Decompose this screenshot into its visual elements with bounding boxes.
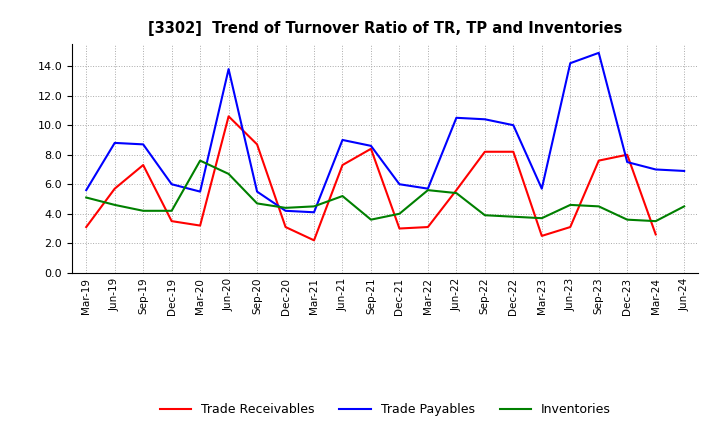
Inventories <box>537 216 546 221</box>
Trade Payables <box>537 186 546 191</box>
Trade Payables <box>680 169 688 174</box>
Trade Receivables <box>452 187 461 193</box>
Inventories <box>167 208 176 213</box>
Inventories <box>680 204 688 209</box>
Trade Payables <box>225 66 233 72</box>
Trade Receivables <box>139 162 148 168</box>
Line: Trade Payables: Trade Payables <box>86 53 684 212</box>
Inventories <box>253 201 261 206</box>
Trade Receivables <box>225 114 233 119</box>
Trade Receivables <box>566 224 575 230</box>
Trade Receivables <box>652 232 660 237</box>
Trade Payables <box>395 182 404 187</box>
Trade Payables <box>282 208 290 213</box>
Trade Payables <box>623 159 631 165</box>
Trade Payables <box>595 50 603 55</box>
Inventories <box>310 204 318 209</box>
Trade Payables <box>509 123 518 128</box>
Trade Receivables <box>509 149 518 154</box>
Inventories <box>139 208 148 213</box>
Inventories <box>452 191 461 196</box>
Trade Receivables <box>366 146 375 151</box>
Trade Payables <box>253 189 261 194</box>
Trade Receivables <box>82 224 91 230</box>
Trade Receivables <box>338 162 347 168</box>
Trade Payables <box>82 187 91 193</box>
Trade Payables <box>566 61 575 66</box>
Inventories <box>509 214 518 220</box>
Trade Receivables <box>167 219 176 224</box>
Trade Receivables <box>282 224 290 230</box>
Inventories <box>338 194 347 199</box>
Inventories <box>110 202 119 208</box>
Trade Payables <box>110 140 119 146</box>
Trade Receivables <box>537 233 546 238</box>
Inventories <box>395 211 404 216</box>
Trade Payables <box>139 142 148 147</box>
Trade Payables <box>167 182 176 187</box>
Trade Receivables <box>196 223 204 228</box>
Line: Trade Receivables: Trade Receivables <box>86 116 656 240</box>
Trade Payables <box>196 189 204 194</box>
Inventories <box>423 187 432 193</box>
Trade Payables <box>452 115 461 121</box>
Inventories <box>480 213 489 218</box>
Legend: Trade Receivables, Trade Payables, Inventories: Trade Receivables, Trade Payables, Inven… <box>155 398 616 421</box>
Inventories <box>595 204 603 209</box>
Trade Payables <box>338 137 347 143</box>
Inventories <box>366 217 375 222</box>
Inventories <box>623 217 631 222</box>
Trade Payables <box>366 143 375 148</box>
Title: [3302]  Trend of Turnover Ratio of TR, TP and Inventories: [3302] Trend of Turnover Ratio of TR, TP… <box>148 21 622 36</box>
Inventories <box>566 202 575 208</box>
Inventories <box>652 219 660 224</box>
Trade Receivables <box>395 226 404 231</box>
Trade Receivables <box>310 238 318 243</box>
Inventories <box>196 158 204 163</box>
Trade Receivables <box>623 152 631 158</box>
Trade Receivables <box>423 224 432 230</box>
Inventories <box>225 171 233 176</box>
Trade Receivables <box>595 158 603 163</box>
Inventories <box>282 205 290 210</box>
Trade Receivables <box>253 142 261 147</box>
Trade Payables <box>480 117 489 122</box>
Trade Receivables <box>480 149 489 154</box>
Line: Inventories: Inventories <box>86 161 684 221</box>
Inventories <box>82 195 91 200</box>
Trade Payables <box>652 167 660 172</box>
Trade Payables <box>423 186 432 191</box>
Trade Receivables <box>110 186 119 191</box>
Trade Payables <box>310 209 318 215</box>
